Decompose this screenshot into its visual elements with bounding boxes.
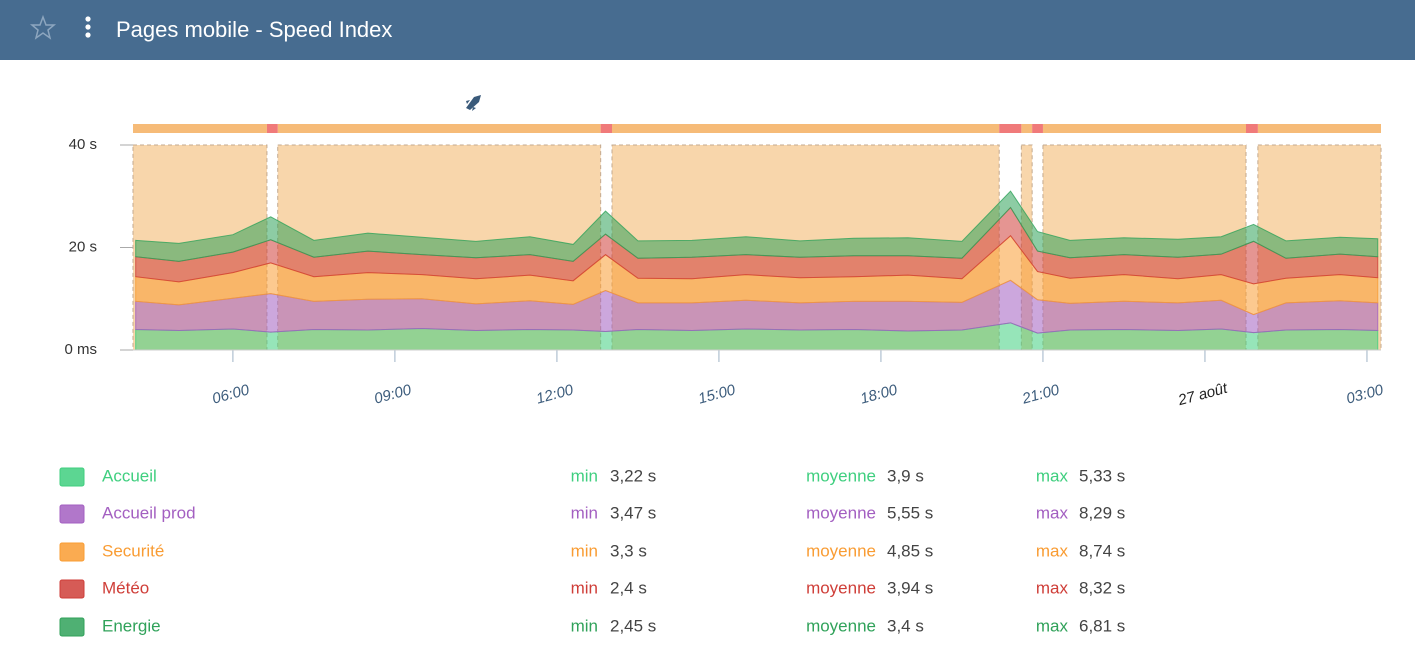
legend-name: Energie bbox=[102, 616, 161, 635]
legend-name: Météo bbox=[102, 578, 149, 597]
stat-value: 2,4 s bbox=[610, 578, 647, 597]
x-tick-label: 18:00 bbox=[858, 381, 899, 407]
legend-name: Securité bbox=[102, 541, 164, 560]
stat-label: max bbox=[1036, 578, 1069, 597]
annotation-marker bbox=[1032, 124, 1043, 133]
x-tick-label: 21:00 bbox=[1020, 381, 1062, 408]
stat-label: min bbox=[571, 578, 598, 597]
stat-label: moyenne bbox=[806, 503, 876, 522]
stat-label: min bbox=[571, 541, 598, 560]
stat-label: min bbox=[571, 466, 598, 485]
star-icon[interactable] bbox=[29, 14, 57, 40]
y-tick-label: 0 ms bbox=[64, 341, 97, 358]
stat-value: 3,94 s bbox=[887, 578, 933, 597]
annotation-marker bbox=[600, 124, 613, 133]
annotation-band bbox=[1042, 124, 1246, 133]
annotation-marker bbox=[999, 124, 1022, 133]
y-tick-label: 20 s bbox=[69, 238, 97, 255]
annotation-marker bbox=[266, 124, 278, 133]
legend-name: Accueil bbox=[102, 466, 157, 485]
stat-value: 2,45 s bbox=[610, 616, 656, 635]
legend-swatch bbox=[59, 617, 85, 637]
legend-swatch bbox=[59, 504, 85, 524]
x-tick-label: 06:00 bbox=[210, 381, 251, 407]
stat-label: moyenne bbox=[806, 541, 876, 560]
stat-label: moyenne bbox=[806, 466, 876, 485]
x-tick-label: 03:00 bbox=[1344, 381, 1385, 407]
stat-label: moyenne bbox=[806, 616, 876, 635]
stat-value: 5,33 s bbox=[1079, 466, 1125, 485]
annotation-band bbox=[1257, 124, 1381, 133]
chart: 0 ms 20 s 40 s 06:00 09:00 12:00 15:00 18:00 21:… bbox=[64, 124, 1386, 410]
legend-swatch bbox=[59, 579, 85, 599]
menu-icon[interactable] bbox=[85, 16, 91, 38]
annotation-band bbox=[133, 124, 267, 133]
stat-label: max bbox=[1036, 466, 1069, 485]
x-tick-label: 12:00 bbox=[534, 381, 575, 407]
stat-value: 4,85 s bbox=[887, 541, 933, 560]
stat-value: 3,9 s bbox=[887, 466, 924, 485]
stat-value: 8,32 s bbox=[1079, 578, 1125, 597]
area bbox=[135, 190, 1379, 262]
stat-value: 3,4 s bbox=[887, 616, 924, 635]
x-tick-label: 27 août bbox=[1175, 380, 1230, 410]
stat-value: 6,81 s bbox=[1079, 616, 1125, 635]
legend-swatch bbox=[59, 542, 85, 562]
stat-label: min bbox=[571, 503, 598, 522]
legend-swatch bbox=[59, 467, 85, 487]
stat-value: 8,29 s bbox=[1079, 503, 1125, 522]
stat-label: min bbox=[571, 616, 598, 635]
stat-value: 3,22 s bbox=[610, 466, 656, 485]
header-bar bbox=[0, 0, 1415, 60]
panel-title: Pages mobile - Speed Index bbox=[116, 17, 392, 42]
stat-value: 5,55 s bbox=[887, 503, 933, 522]
annotation-band bbox=[277, 124, 601, 133]
stat-value: 3,3 s bbox=[610, 541, 647, 560]
stat-value: 3,47 s bbox=[610, 503, 656, 522]
x-tick-label: 15:00 bbox=[696, 381, 737, 407]
y-tick-label: 40 s bbox=[69, 136, 97, 153]
annotation-band bbox=[1021, 124, 1033, 133]
stat-value: 8,74 s bbox=[1079, 541, 1125, 560]
annotation-band bbox=[612, 124, 1000, 133]
stat-label: max bbox=[1036, 541, 1069, 560]
rocket-icon bbox=[466, 95, 481, 111]
stat-label: max bbox=[1036, 503, 1069, 522]
stat-label: moyenne bbox=[806, 578, 876, 597]
stat-label: max bbox=[1036, 616, 1069, 635]
legend-name: Accueil prod bbox=[102, 503, 196, 522]
annotation-marker bbox=[1245, 124, 1258, 133]
x-tick-label: 09:00 bbox=[372, 381, 413, 407]
legend: Accueil min 3,22 s moyenne 3,9 s max 5,33 s Acc… bbox=[59, 466, 1125, 637]
